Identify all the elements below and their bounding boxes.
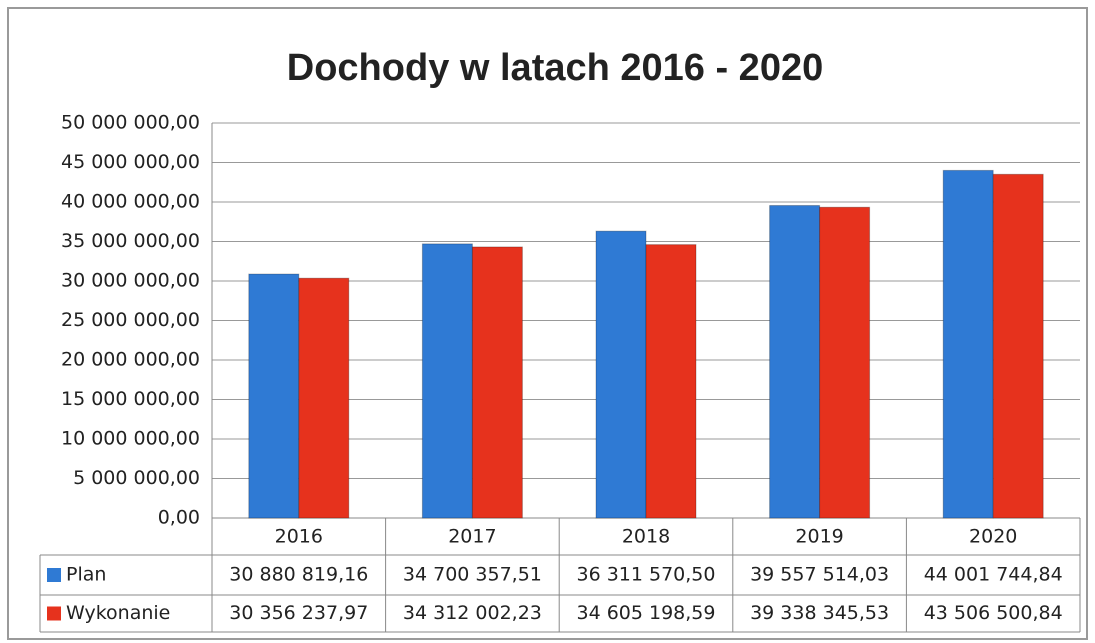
x-tick-label: 2018 bbox=[622, 526, 670, 548]
y-tick-label: 40 000 000,00 bbox=[61, 191, 200, 213]
table-value: 34 312 002,23 bbox=[403, 602, 542, 624]
bar bbox=[769, 204, 821, 519]
bar bbox=[595, 230, 647, 519]
bar bbox=[645, 244, 697, 519]
bar bbox=[471, 246, 523, 519]
x-tick-label: 2017 bbox=[448, 526, 496, 548]
x-tick-label: 2019 bbox=[795, 526, 843, 548]
bar bbox=[819, 206, 871, 519]
table-value: 43 506 500,84 bbox=[924, 602, 1063, 624]
chart-frame bbox=[7, 7, 1088, 640]
y-tick-label: 5 000 000,00 bbox=[73, 467, 200, 489]
table-value: 30 880 819,16 bbox=[229, 564, 368, 586]
legend-label: Wykonanie bbox=[66, 602, 170, 624]
bar bbox=[992, 173, 1044, 519]
table-value: 34 605 198,59 bbox=[576, 602, 715, 624]
y-tick-label: 25 000 000,00 bbox=[61, 309, 200, 331]
table-value: 34 700 357,51 bbox=[403, 564, 542, 586]
table-value: 30 356 237,97 bbox=[229, 602, 368, 624]
bar bbox=[421, 243, 473, 519]
table-value: 39 338 345,53 bbox=[750, 602, 889, 624]
table-value: 39 557 514,03 bbox=[750, 564, 889, 586]
y-tick-label: 50 000 000,00 bbox=[61, 112, 200, 134]
y-tick-label: 45 000 000,00 bbox=[61, 151, 200, 173]
y-tick-label: 0,00 bbox=[158, 507, 200, 529]
y-tick-label: 30 000 000,00 bbox=[61, 270, 200, 292]
y-tick-label: 15 000 000,00 bbox=[61, 388, 200, 410]
x-tick-label: 2016 bbox=[275, 526, 323, 548]
legend-label: Plan bbox=[66, 564, 106, 586]
bar bbox=[298, 277, 350, 519]
bar bbox=[248, 273, 300, 519]
y-tick-label: 35 000 000,00 bbox=[61, 230, 200, 252]
chart-title: Dochody w latach 2016 - 2020 bbox=[287, 47, 823, 89]
table-value: 44 001 744,84 bbox=[924, 564, 1063, 586]
legend-swatch bbox=[47, 568, 61, 582]
y-tick-label: 10 000 000,00 bbox=[61, 428, 200, 450]
table-value: 36 311 570,50 bbox=[576, 564, 715, 586]
legend-swatch bbox=[47, 606, 61, 621]
y-tick-label: 20 000 000,00 bbox=[61, 349, 200, 371]
bar bbox=[942, 169, 994, 519]
x-tick-label: 2020 bbox=[969, 526, 1017, 548]
